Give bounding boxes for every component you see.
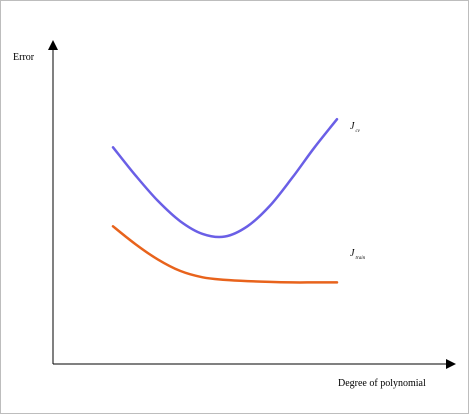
series-line-cv bbox=[111, 117, 339, 239]
series-label-train: Jtrain bbox=[350, 248, 366, 262]
x-axis-label: Degree of polynomial bbox=[338, 378, 426, 389]
series-line-train bbox=[111, 225, 339, 284]
series-subscript: train bbox=[355, 256, 366, 261]
series-label-cv: Jcv bbox=[350, 121, 360, 135]
series-name: J bbox=[350, 121, 355, 132]
series-subscript: cv bbox=[355, 129, 360, 134]
series-name: J bbox=[350, 248, 355, 259]
y-axis-label: Error bbox=[13, 52, 35, 63]
series-layer bbox=[111, 117, 339, 284]
